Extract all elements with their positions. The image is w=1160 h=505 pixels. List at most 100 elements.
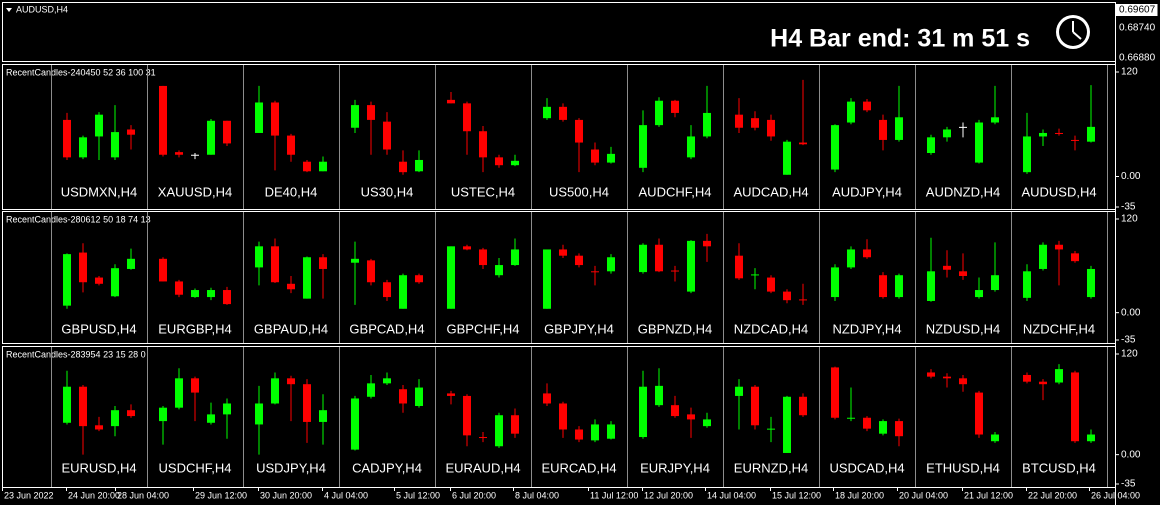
candle-body — [1023, 271, 1031, 298]
candle-body — [703, 112, 711, 137]
candle-body — [655, 385, 663, 406]
candle-body — [463, 103, 471, 132]
candle-body — [975, 392, 983, 435]
candle-body — [639, 244, 647, 273]
candle-body — [799, 142, 807, 145]
clock-icon — [1056, 15, 1090, 49]
candle-body — [607, 424, 615, 439]
candle-body — [223, 290, 231, 305]
cell-label: ETHUSD,H4 — [926, 460, 1000, 475]
candle-body — [863, 249, 871, 258]
time-label: 26 Jul 04:00 — [1091, 490, 1140, 500]
candle-body — [495, 157, 503, 166]
candle-body — [271, 102, 279, 136]
cell-label: EURAUD,H4 — [445, 460, 520, 475]
cell-label: EURNZD,H4 — [734, 460, 808, 475]
cell-label: BTCUSD,H4 — [1022, 460, 1096, 475]
candle-body — [351, 398, 359, 450]
candle-body — [543, 249, 551, 309]
candle-body — [895, 421, 903, 437]
cell-label: NZDCHF,H4 — [1023, 321, 1095, 336]
candle-body — [1039, 244, 1047, 269]
candle-body — [703, 240, 711, 247]
time-label: 4 Jul 04:00 — [324, 490, 368, 500]
candle-body — [1023, 374, 1031, 382]
candle-body — [159, 407, 167, 422]
current-price: 0.69607 — [1119, 5, 1156, 16]
candle-body — [463, 246, 471, 250]
candle-body — [543, 393, 551, 404]
candle-body — [559, 106, 567, 120]
time-label: 23 Jun 2022 — [4, 490, 54, 500]
candle-body — [991, 117, 999, 123]
candle-body — [959, 126, 967, 128]
candle-body — [383, 378, 391, 384]
candle-body — [255, 246, 263, 268]
candle-body — [255, 102, 263, 133]
cell-label: AUDUSD,H4 — [1021, 184, 1096, 199]
candle-body — [1071, 253, 1079, 262]
candle-body — [63, 119, 71, 158]
candle-body — [175, 378, 183, 408]
candle-body — [79, 386, 87, 427]
candle-body — [767, 119, 775, 137]
candle-body — [255, 403, 263, 425]
price-label: 0.66880 — [1119, 53, 1156, 64]
candle-body — [751, 118, 759, 128]
candle-body — [831, 267, 839, 298]
bar-timer: H4 Bar end: 31 m 51 s — [770, 25, 1030, 53]
time-label: 20 Jul 04:00 — [899, 490, 948, 500]
candle-body — [671, 100, 679, 113]
candle-body — [1055, 132, 1063, 134]
candle-body — [975, 122, 983, 163]
y-tick-label: 0.00 — [1121, 307, 1141, 318]
time-label: 11 Jul 12:00 — [590, 490, 638, 500]
cell-label: USTEC,H4 — [451, 184, 515, 199]
candle-body — [1055, 244, 1063, 250]
candle-body — [991, 434, 999, 442]
candle-body — [351, 105, 359, 128]
cell-label: CADJPY,H4 — [352, 460, 422, 475]
cell-label: USDCAD,H4 — [829, 460, 904, 475]
time-label: 14 Jul 04:00 — [707, 490, 756, 500]
candle-body — [735, 255, 743, 279]
candle-body — [79, 137, 87, 158]
candle-body — [63, 386, 71, 423]
cell-label: USDMXN,H4 — [61, 184, 138, 199]
candle-body — [543, 106, 551, 119]
candle-body — [671, 405, 679, 417]
y-tick-label: 120 — [1121, 349, 1138, 360]
candle-body — [383, 282, 391, 298]
candle-body — [591, 149, 599, 163]
candle-body — [783, 141, 791, 175]
candle-body — [367, 105, 375, 120]
candle-body — [367, 260, 375, 283]
candle-body — [767, 277, 775, 292]
candle-body — [1071, 372, 1079, 442]
cell-label: USDJPY,H4 — [256, 460, 326, 475]
candle-body — [655, 100, 663, 126]
y-tick-label: -35 — [1121, 479, 1136, 490]
indicator-frame — [2, 211, 1116, 344]
cell-label: AUDNZD,H4 — [926, 184, 1000, 199]
candle-body — [111, 132, 119, 158]
cell-label: EURGBP,H4 — [158, 321, 231, 336]
candle-body — [575, 255, 583, 266]
candle-body — [95, 425, 103, 430]
time-label: 8 Jul 04:00 — [515, 490, 559, 500]
candle-body — [735, 386, 743, 396]
candle-body — [639, 386, 647, 438]
cell-label: GBPJPY,H4 — [544, 321, 614, 336]
candle-body — [1023, 136, 1031, 173]
candle-body — [559, 249, 567, 256]
candle-body — [319, 257, 327, 269]
candle-body — [495, 415, 503, 447]
candle-body — [511, 249, 519, 266]
candle-body — [927, 137, 935, 153]
candle-body — [95, 277, 103, 284]
candle-body — [319, 161, 327, 172]
candle-body — [287, 283, 295, 290]
candle-body — [127, 129, 135, 135]
